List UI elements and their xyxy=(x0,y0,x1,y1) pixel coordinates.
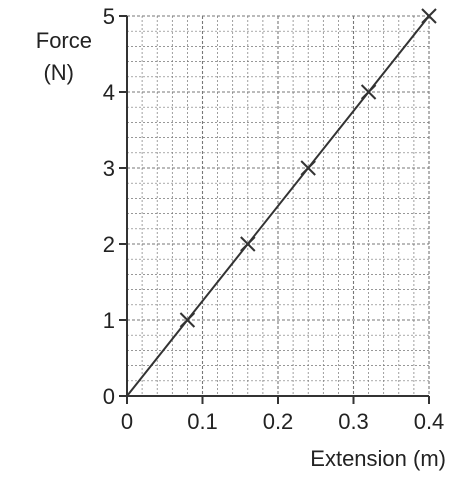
data-point-stroke xyxy=(421,8,437,24)
data-point xyxy=(360,84,377,100)
data-point xyxy=(421,8,437,24)
y-tick-label: 0 xyxy=(103,384,115,409)
y-tick-label: 4 xyxy=(103,80,115,105)
data-point-stroke xyxy=(360,84,377,100)
x-tick-label: 0.2 xyxy=(263,409,294,434)
best-fit-line xyxy=(126,15,430,397)
x-axis-title: Extension (m) xyxy=(310,446,446,471)
data-point xyxy=(240,236,256,252)
tick-labels: 0 1 2 3 4 5 0 0.1 0.2 0.3 0.4 xyxy=(103,4,445,434)
y-axis-title-line1: Force xyxy=(36,28,92,53)
y-tick-label: 3 xyxy=(103,156,115,181)
y-axis-title-line2: (N) xyxy=(43,60,74,85)
x-tick-label: 0.3 xyxy=(338,409,369,434)
grid xyxy=(126,15,430,397)
best-fit-line-group xyxy=(126,15,430,397)
data-point xyxy=(179,312,196,328)
axes xyxy=(119,15,430,404)
y-tick-label: 1 xyxy=(103,308,115,333)
data-point xyxy=(300,160,316,176)
data-point-stroke xyxy=(300,160,316,176)
data-points xyxy=(179,8,437,328)
y-tick-label: 5 xyxy=(103,4,115,29)
x-tick-label: 0 xyxy=(121,409,133,434)
y-tick-label: 2 xyxy=(103,232,115,257)
data-point-stroke xyxy=(240,236,256,252)
data-point-stroke xyxy=(179,312,196,328)
x-tick-label: 0.4 xyxy=(414,409,445,434)
x-tick-label: 0.1 xyxy=(187,409,218,434)
